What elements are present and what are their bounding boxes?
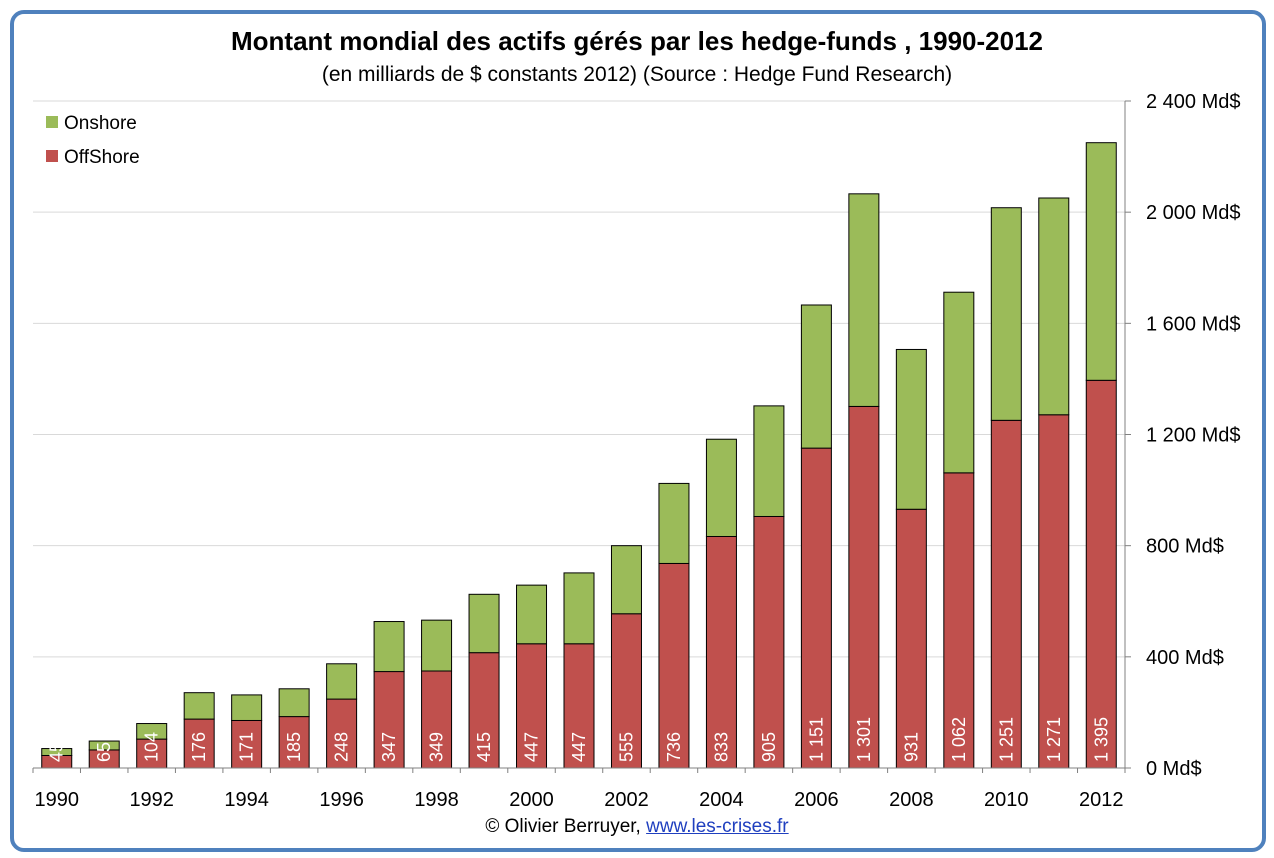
y-tick-label: 1 200 Md$ [1146, 425, 1241, 447]
legend-swatch [46, 116, 58, 128]
bar-data-label: 349 [427, 732, 447, 762]
x-tick-label: 2010 [984, 789, 1029, 811]
chart-title: Montant mondial des actifs gérés par les… [230, 26, 1044, 56]
bar-data-label: 415 [474, 732, 494, 762]
legend-label: OffShore [64, 147, 140, 168]
bar-offshore [516, 643, 548, 769]
bar-onshore [373, 621, 405, 673]
bar-offshore [136, 738, 168, 769]
bars: 45 65 104 176 171 185 248 347 349 415 447 447 555 736… [41, 142, 1117, 769]
bar-onshore [610, 545, 642, 615]
bar-offshore [658, 562, 690, 769]
bar-offshore [231, 719, 263, 769]
bar-onshore [516, 584, 548, 645]
bar-onshore [136, 723, 168, 740]
bar-data-label: 447 [569, 732, 589, 762]
bar-onshore [1085, 142, 1117, 381]
website-link[interactable]: www.les-crises.fr [646, 816, 789, 837]
bar-data-label: 65 [94, 742, 114, 762]
bar-onshore [848, 193, 880, 407]
y-tick-label: 400 Md$ [1146, 647, 1224, 669]
bar-data-label: 347 [379, 732, 399, 762]
x-tick-label: 2012 [1079, 789, 1124, 811]
bar-offshore [326, 698, 358, 769]
bar-data-label: 185 [284, 732, 304, 762]
bar-data-label: 1 271 [1044, 717, 1064, 762]
bar-data-label: 1 395 [1091, 717, 1111, 762]
bar-offshore [373, 671, 405, 769]
gridlines [33, 100, 1125, 658]
bar-data-label: 1 301 [854, 717, 874, 762]
bar-onshore [278, 688, 310, 718]
bar-data-label: 1 062 [949, 717, 969, 762]
y-tick-label: 0 Md$ [1146, 758, 1202, 780]
bar-onshore [705, 438, 737, 537]
bar-offshore [1038, 414, 1070, 769]
bar-onshore [468, 593, 500, 654]
bar-data-label: 736 [664, 732, 684, 762]
x-tick-label: 1996 [319, 789, 364, 811]
bar-data-label: 931 [901, 732, 921, 762]
y-tick-label: 800 Md$ [1146, 536, 1224, 558]
x-tick-label: 2002 [604, 789, 649, 811]
bar-offshore [183, 718, 215, 769]
footer: © Olivier Berruyer, www.les-crises.fr [0, 816, 1274, 838]
bar-data-label: 555 [616, 732, 636, 762]
bar-onshore [41, 748, 73, 756]
bar-onshore [1038, 197, 1070, 416]
x-tick-label: 1990 [34, 789, 79, 811]
bar-onshore [753, 405, 785, 517]
bar-onshore [990, 207, 1022, 421]
bar-data-label: 905 [759, 732, 779, 762]
bar-offshore [848, 405, 880, 769]
bar-data-label: 1 151 [806, 717, 826, 762]
legend: Onshore OffShore [46, 113, 140, 168]
chart-subtitle: (en milliards de $ constants 2012) (Sour… [321, 63, 953, 86]
y-tick-label: 1 600 Md$ [1146, 313, 1241, 335]
bar-data-label: 45 [47, 742, 67, 762]
bar-offshore [753, 515, 785, 769]
bar-data-label: 104 [142, 732, 162, 762]
bar-onshore [88, 740, 120, 751]
bar-onshore [421, 619, 453, 672]
x-tick-label: 1998 [414, 789, 459, 811]
x-tick-label: 2004 [699, 789, 744, 811]
bar-onshore [563, 572, 595, 645]
legend-swatch [46, 150, 58, 162]
x-tick-label: 2000 [509, 789, 554, 811]
bar-data-label: 833 [711, 732, 731, 762]
bar-offshore [990, 419, 1022, 769]
axes: 0 Md$ 400 Md$ 800 Md$ 1 200 Md$ 1 600 Md$ 2 0… [32, 91, 1241, 811]
bar-onshore [231, 694, 263, 721]
x-tick-label: 2006 [794, 789, 839, 811]
bar-onshore [326, 663, 358, 700]
bar-data-label: 176 [189, 732, 209, 762]
legend-label: Onshore [64, 113, 137, 134]
bar-onshore [658, 482, 690, 564]
bar-data-label: 248 [332, 732, 352, 762]
x-tick-label: 1992 [129, 789, 174, 811]
bar-data-label: 1 251 [996, 717, 1016, 762]
x-tick-label: 1994 [224, 789, 269, 811]
bar-onshore [895, 348, 927, 510]
y-tick-label: 2 400 Md$ [1146, 91, 1241, 113]
bar-onshore [943, 291, 975, 474]
bar-onshore [800, 304, 832, 449]
copyright-text: © Olivier Berruyer, [485, 816, 647, 837]
x-tick-label: 2008 [889, 789, 934, 811]
bar-offshore [468, 652, 500, 769]
bar-data-label: 171 [237, 732, 257, 762]
bar-data-label: 447 [522, 732, 542, 762]
bar-onshore [183, 692, 215, 720]
bar-offshore [895, 508, 927, 769]
bar-offshore [1085, 379, 1117, 769]
y-tick-label: 2 000 Md$ [1146, 202, 1241, 224]
